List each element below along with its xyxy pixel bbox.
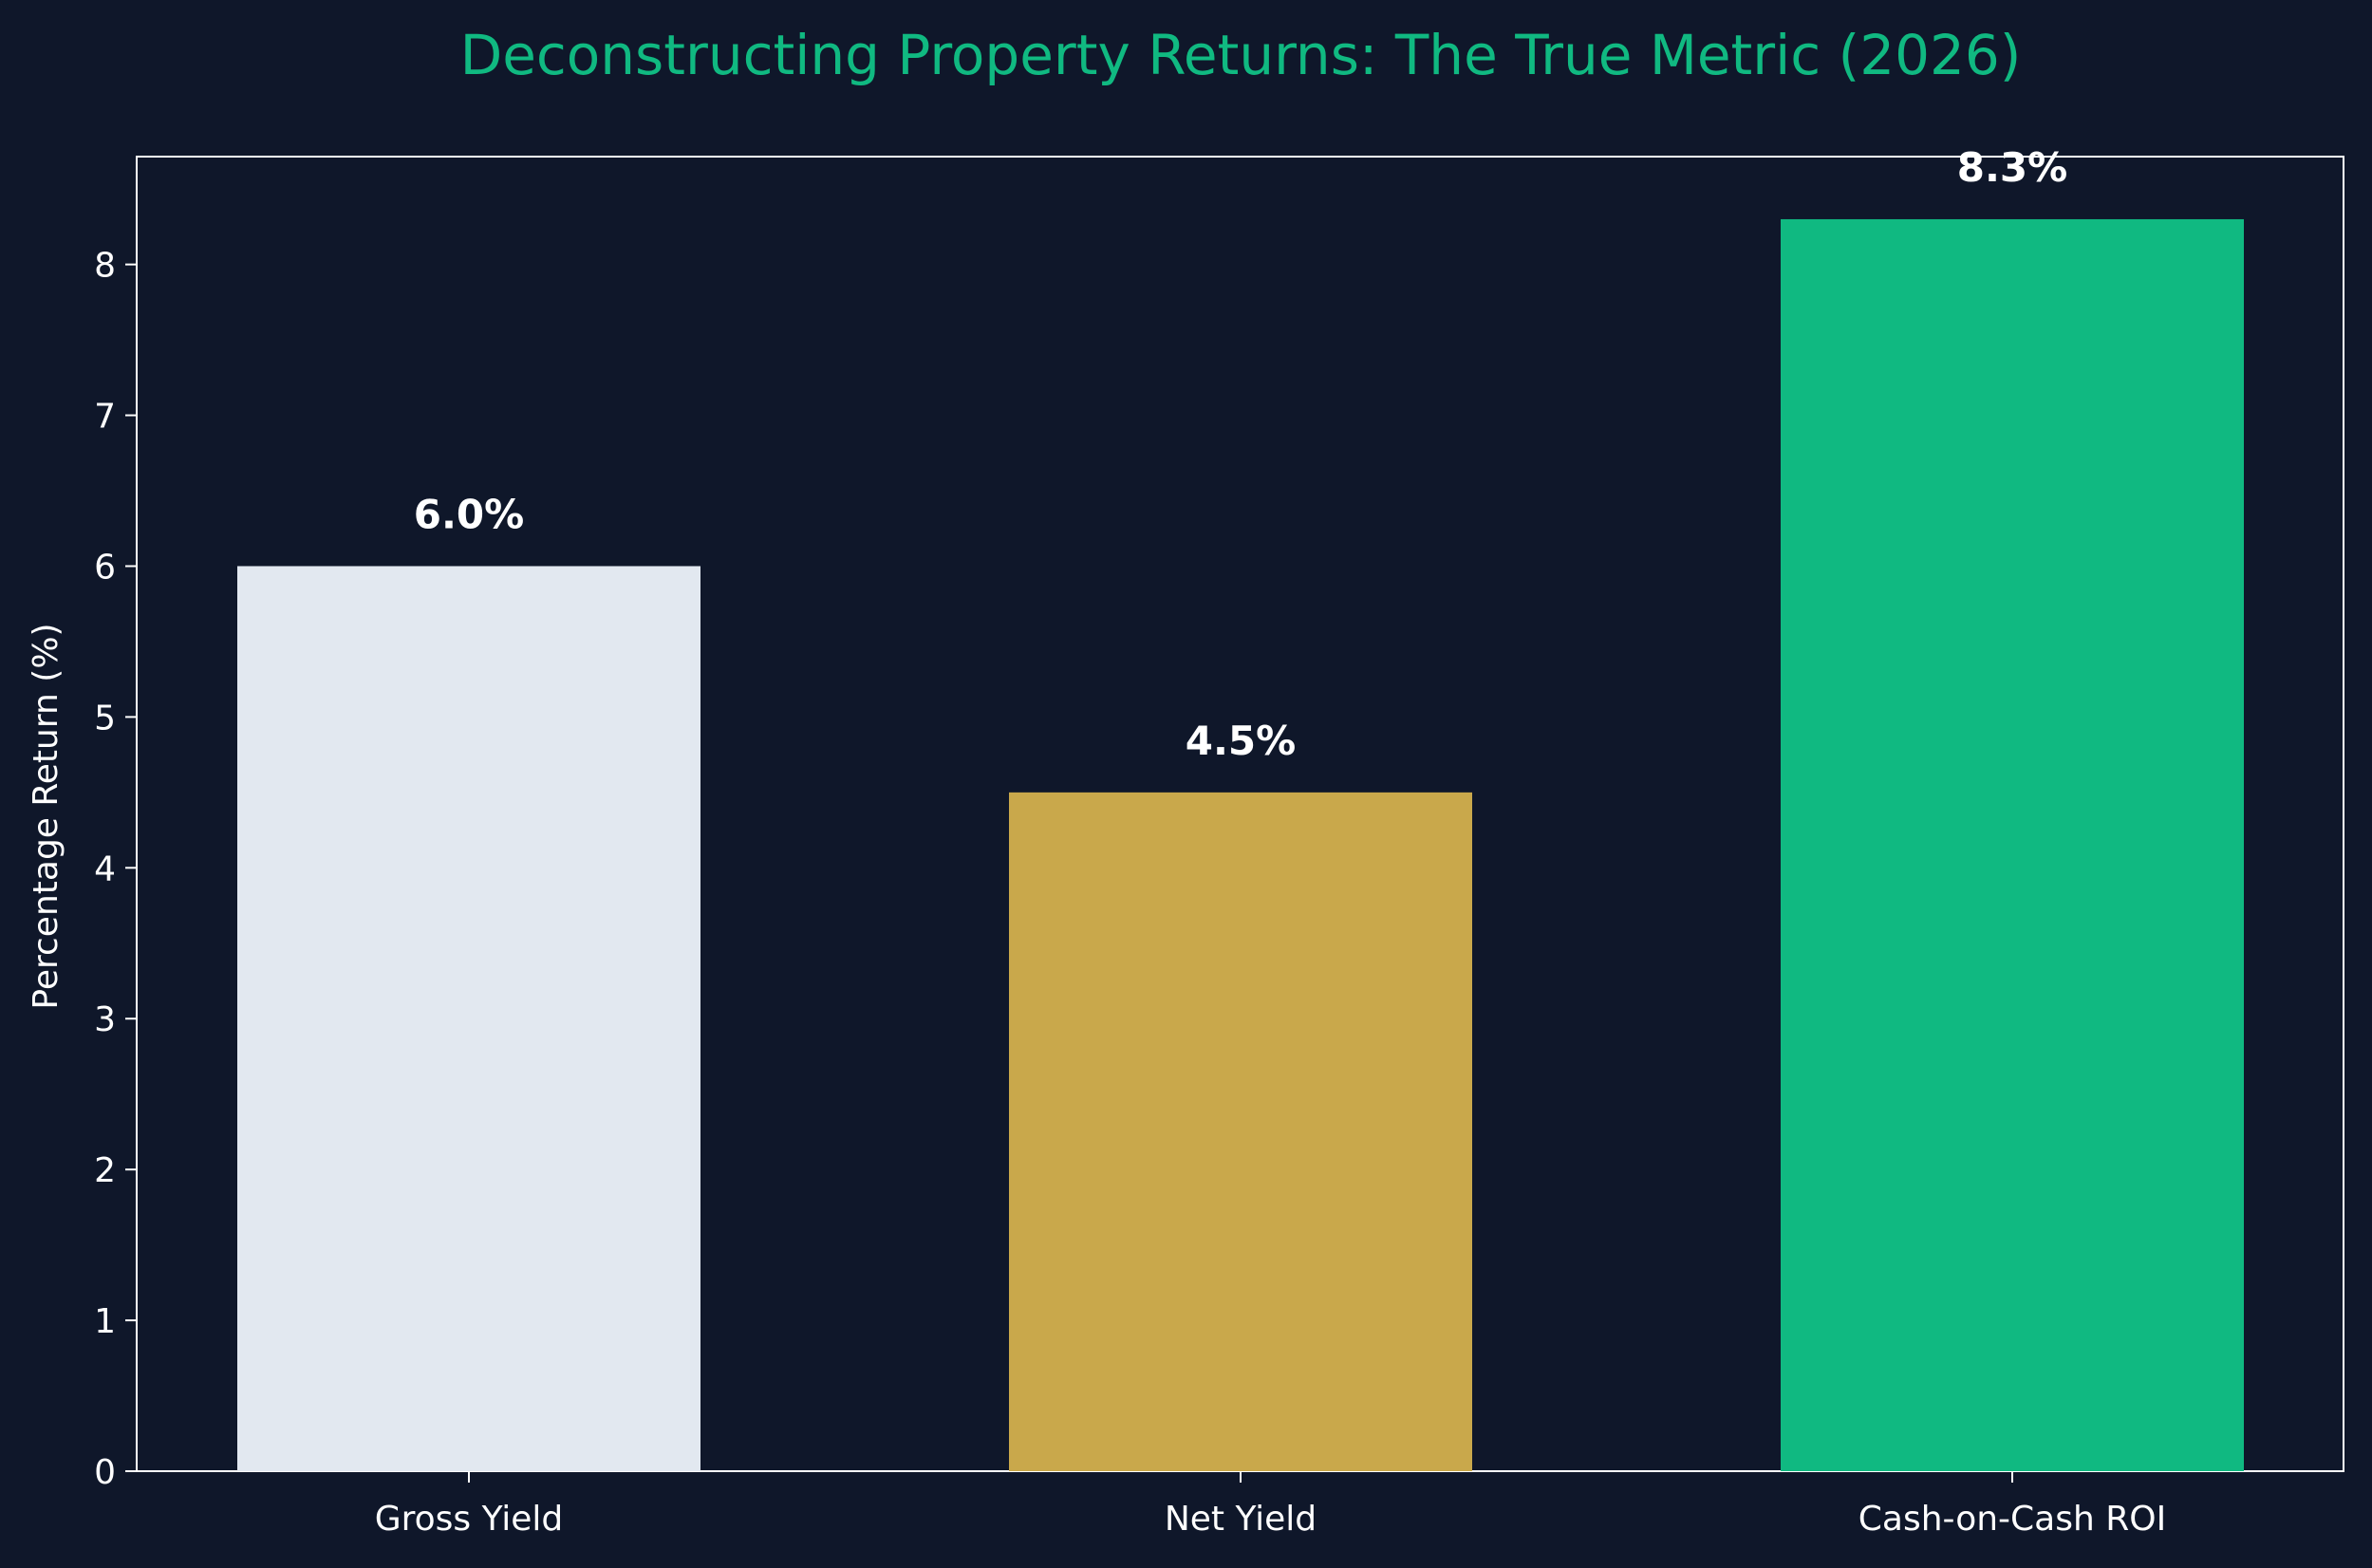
x-tick-label: Gross Yield [375,1500,564,1539]
x-axis-ticks: Gross Yield Net Yield Cash-on-Cash ROI [375,1471,2166,1539]
y-tick-label: 4 [94,849,116,888]
bar-cash-on-cash-roi [1781,218,2244,1471]
y-tick-label: 0 [94,1453,116,1492]
y-tick-label: 2 [94,1151,116,1190]
y-tick-label: 7 [94,398,116,437]
bar-value-label: 8.3% [1957,144,2067,191]
y-axis-label: Percentage Return (%) [27,623,65,1009]
y-tick-label: 5 [94,699,116,737]
bar-gross-yield [237,566,700,1471]
y-tick-label: 8 [94,247,116,286]
bar-value-label: 4.5% [1186,718,1296,764]
x-tick-label: Cash-on-Cash ROI [1858,1500,2166,1539]
y-tick-label: 1 [94,1302,116,1341]
y-tick-label: 3 [94,1000,116,1039]
chart-title: Deconstructing Property Returns: The Tru… [460,23,2022,87]
x-tick-label: Net Yield [1165,1500,1317,1539]
y-axis-ticks: 0 1 2 3 4 5 6 7 8 [94,247,137,1492]
y-tick-label: 6 [94,548,116,587]
bar-net-yield [1009,792,1472,1471]
bars: 6.0% 4.5% 8.3% [237,144,2244,1471]
bar-value-label: 6.0% [414,491,524,537]
